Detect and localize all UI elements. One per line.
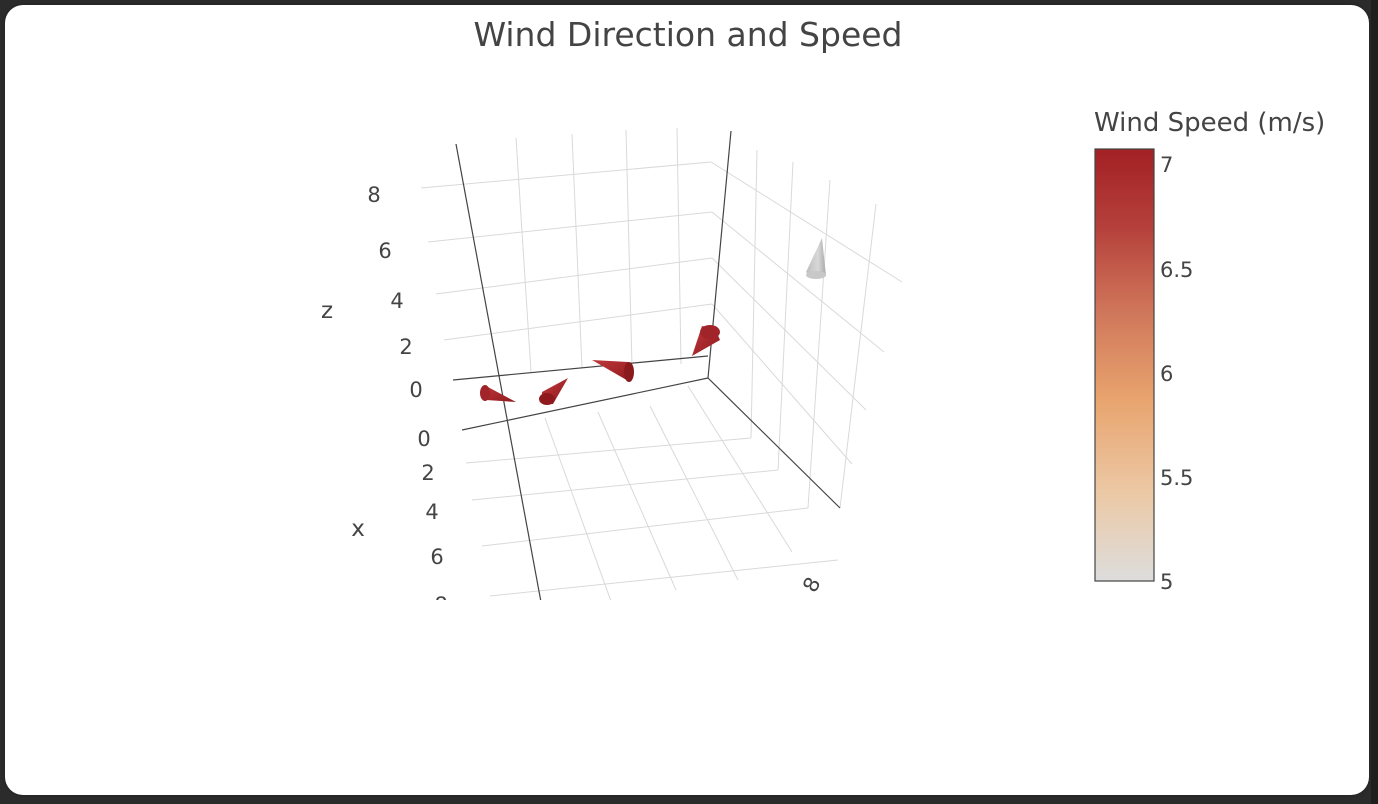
x-tick: 0 bbox=[417, 427, 430, 451]
scene-3d[interactable]: 8 6 4 2 0 z 0 2 4 6 8 x 8 8 bbox=[321, 127, 903, 622]
y-tick: 8 bbox=[798, 573, 825, 596]
colorbar-tick: 6.5 bbox=[1160, 258, 1193, 282]
cone[interactable] bbox=[806, 238, 826, 279]
z-tick: 2 bbox=[399, 335, 412, 359]
window-edge bbox=[1371, 0, 1378, 804]
x-tick: 4 bbox=[425, 500, 438, 524]
z-tick: 8 bbox=[367, 183, 380, 207]
cone[interactable] bbox=[592, 360, 634, 382]
cone[interactable] bbox=[539, 378, 568, 405]
colorbar-gradient bbox=[1094, 148, 1155, 582]
colorbar-tick: 5.5 bbox=[1160, 466, 1193, 490]
z-tick: 4 bbox=[390, 289, 403, 313]
back-wall-grid bbox=[420, 127, 713, 373]
z-tick: 0 bbox=[409, 378, 422, 402]
z-tick: 6 bbox=[378, 239, 391, 263]
y-tick: 8 bbox=[742, 599, 769, 622]
right-wall-grid bbox=[710, 149, 903, 509]
chart-title: Wind Direction and Speed bbox=[473, 15, 902, 54]
x-tick: 2 bbox=[421, 461, 434, 485]
cone[interactable] bbox=[480, 385, 516, 402]
colorbar-tick: 6 bbox=[1160, 362, 1173, 386]
x-tick: 6 bbox=[430, 545, 443, 569]
colorbar-title: Wind Speed (m/s) bbox=[1094, 108, 1325, 138]
colorbar-tick: 5 bbox=[1160, 570, 1173, 594]
colorbar[interactable]: Wind Speed (m/s) 7 6.5 6 5.5 5 bbox=[1094, 108, 1325, 594]
colorbar-tick: 7 bbox=[1160, 153, 1173, 177]
axis-lines bbox=[452, 130, 841, 600]
x-tick: 8 bbox=[434, 593, 447, 617]
x-axis-title: x bbox=[351, 516, 365, 542]
floor-grid bbox=[465, 385, 839, 600]
cone[interactable] bbox=[692, 325, 720, 356]
z-axis-title: z bbox=[321, 298, 333, 324]
